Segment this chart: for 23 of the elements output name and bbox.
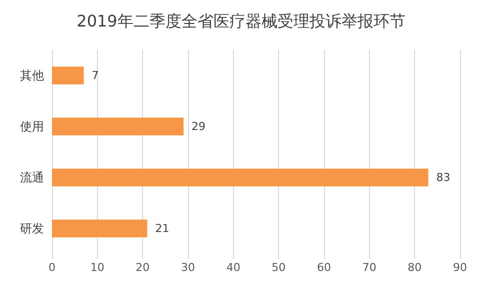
data-label: 7 <box>92 69 99 82</box>
x-tick-label: 20 <box>136 261 150 274</box>
x-tick-label: 80 <box>408 261 422 274</box>
y-tick-label: 研发 <box>20 222 44 236</box>
x-tick-label: 10 <box>90 261 104 274</box>
bar <box>52 118 184 136</box>
x-tick-label: 60 <box>317 261 331 274</box>
x-tick-label: 50 <box>272 261 286 274</box>
data-label: 83 <box>436 171 450 184</box>
bar <box>52 168 428 186</box>
y-tick-label: 其他 <box>20 68 44 82</box>
x-tick-label: 40 <box>226 261 240 274</box>
x-tick-label: 70 <box>362 261 376 274</box>
chart-title: 2019年二季度全省医疗器械受理投诉举报环节 <box>76 12 406 30</box>
bar <box>52 220 148 238</box>
x-tick-label: 0 <box>48 261 56 274</box>
data-label: 21 <box>155 222 170 235</box>
bar <box>52 66 84 84</box>
y-tick-label: 使用 <box>20 120 44 134</box>
data-label: 29 <box>191 120 206 133</box>
x-tick-label: 90 <box>453 261 467 274</box>
y-tick-label: 流通 <box>20 170 44 184</box>
x-tick-label: 30 <box>181 261 195 274</box>
